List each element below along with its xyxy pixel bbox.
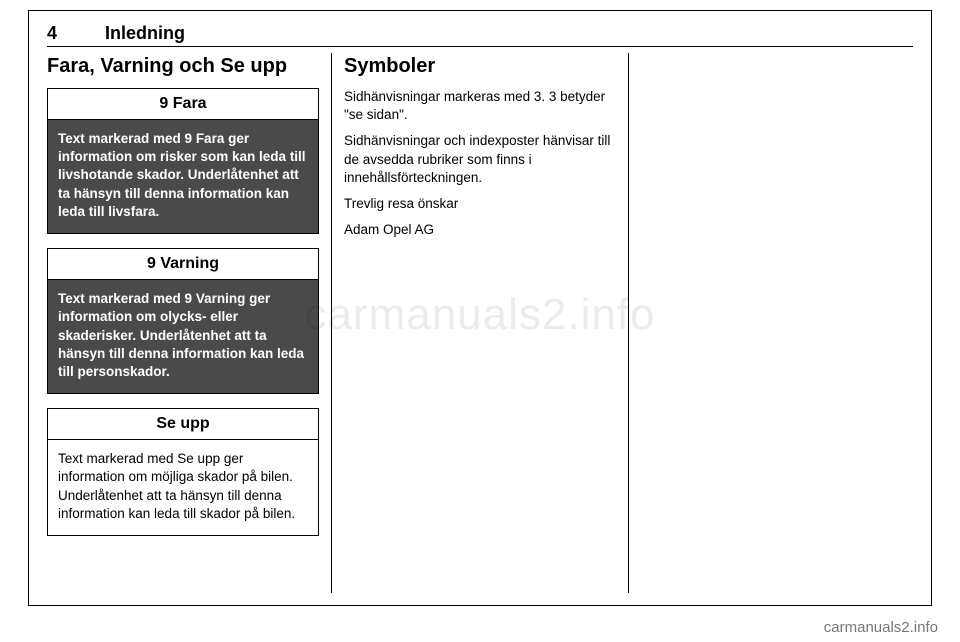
notice-fara-title: 9 Fara: [48, 89, 318, 120]
notice-fara: 9 Fara Text markerad med 9 Fara ger info…: [47, 88, 319, 234]
notice-fara-body: Text markerad med 9 Fara ger information…: [48, 120, 318, 233]
section-heading-symboler: Symboler: [344, 55, 616, 78]
running-head: 4 Inledning: [47, 23, 913, 47]
section-heading-fara: Fara, Varning och Se upp: [47, 55, 319, 78]
column-3: [628, 53, 913, 593]
notice-varning-title: 9 Varning: [48, 249, 318, 280]
manual-page: 4 Inledning Fara, Varning och Se upp 9 F…: [28, 10, 932, 606]
notice-seupp: Se upp Text markerad med Se upp ger info…: [47, 408, 319, 536]
page-number: 4: [47, 23, 57, 44]
symboler-p4: Adam Opel AG: [344, 221, 616, 239]
symboler-p2: Sidhänvisningar och indexposter hänvisar…: [344, 132, 616, 187]
symboler-p1: Sidhänvisningar markeras med 3. 3 betyde…: [344, 88, 616, 124]
notice-seupp-body: Text markerad med Se upp ger information…: [48, 440, 318, 535]
content-columns: Fara, Varning och Se upp 9 Fara Text mar…: [47, 53, 913, 593]
footer-source: carmanuals2.info: [824, 619, 938, 636]
notice-varning: 9 Varning Text markerad med 9 Varning ge…: [47, 248, 319, 394]
symboler-p3: Trevlig resa önskar: [344, 195, 616, 213]
column-1: Fara, Varning och Se upp 9 Fara Text mar…: [47, 53, 331, 593]
notice-seupp-title: Se upp: [48, 409, 318, 440]
notice-varning-body: Text markerad med 9 Varning ger informat…: [48, 280, 318, 393]
column-2: Symboler Sidhänvisningar markeras med 3.…: [331, 53, 628, 593]
chapter-title: Inledning: [105, 23, 185, 44]
